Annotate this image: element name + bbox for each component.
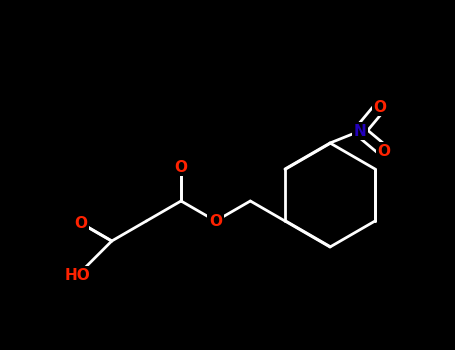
Text: N: N [354,124,366,139]
Text: HO: HO [65,267,91,282]
Text: O: O [175,160,187,175]
Text: O: O [74,216,87,231]
Text: O: O [378,144,390,159]
Text: O: O [374,99,386,114]
Text: O: O [209,214,222,229]
